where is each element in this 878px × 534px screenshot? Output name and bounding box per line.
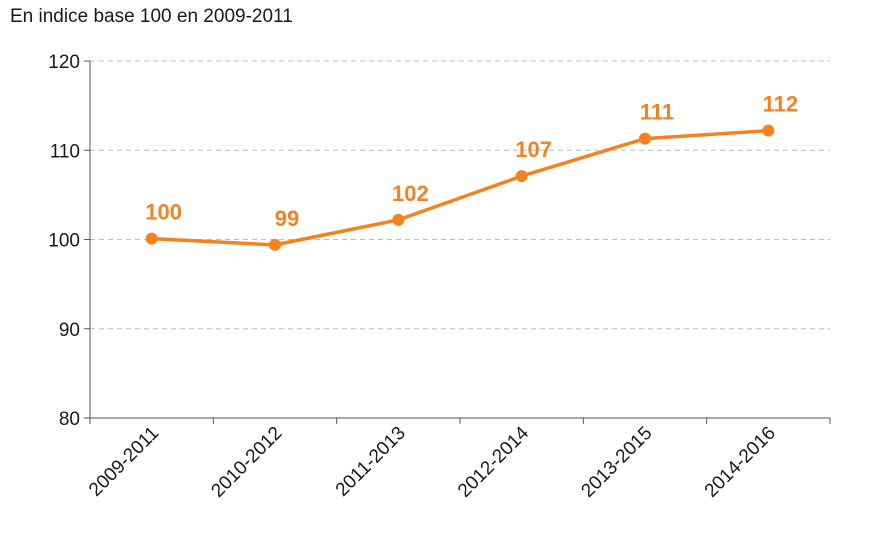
- data-label: 107: [515, 137, 552, 162]
- data-point: [515, 170, 528, 183]
- x-tick-label: 2011-2013: [332, 423, 410, 501]
- x-ticks: 2009-2011 2010-2012 2011-2013 2012-2014 2013…: [85, 418, 831, 502]
- y-tick-label: 110: [50, 141, 80, 162]
- y-tick-label: 80: [59, 409, 80, 430]
- y-tick-label: 100: [48, 231, 80, 252]
- x-tick-label: 2012-2014: [454, 422, 533, 501]
- data-point: [145, 232, 158, 245]
- x-tick-label: 2013-2015: [577, 423, 656, 502]
- x-tick-label: 2009-2011: [85, 423, 163, 501]
- data-label: 99: [275, 206, 299, 231]
- x-tick-label: 2014-2016: [701, 423, 780, 502]
- data-labels: 100 99 102 107 111 112: [145, 92, 798, 231]
- data-label: 102: [392, 181, 429, 206]
- data-label: 100: [145, 200, 182, 225]
- data-point: [269, 238, 281, 251]
- chart-subtitle: En indice base 100 en 2009-2011: [10, 6, 293, 27]
- series-line: [151, 128, 769, 247]
- data-label: 112: [763, 92, 799, 117]
- data-point: [392, 213, 405, 226]
- data-point: [762, 124, 775, 137]
- gridlines: [90, 60, 830, 330]
- y-tick-label: 90: [59, 320, 80, 341]
- y-tick-label: 120: [48, 52, 80, 73]
- data-label: 111: [640, 100, 674, 125]
- x-tick-label: 2010-2012: [207, 423, 286, 502]
- data-point: [639, 132, 651, 145]
- y-ticks: 80 90 100 110 120: [48, 52, 90, 430]
- data-points: [145, 124, 775, 251]
